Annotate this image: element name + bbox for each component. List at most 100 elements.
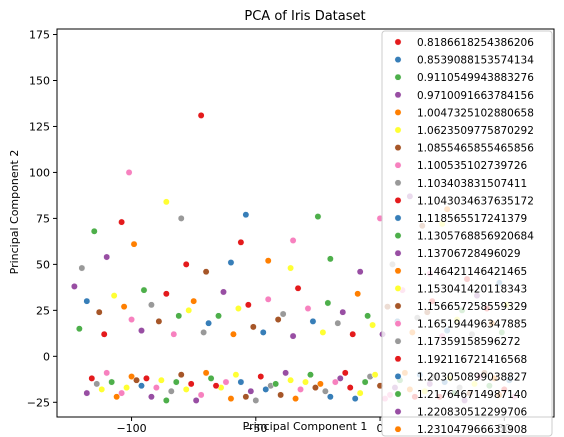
data-point bbox=[242, 393, 250, 401]
data-point bbox=[371, 371, 379, 379]
data-point bbox=[205, 319, 213, 327]
data-point bbox=[356, 389, 364, 397]
data-point bbox=[197, 111, 205, 119]
data-point bbox=[234, 305, 242, 312]
y-tick-label: 75 bbox=[36, 212, 50, 225]
data-point bbox=[274, 316, 282, 323]
data-point bbox=[123, 384, 131, 392]
data-point bbox=[287, 264, 295, 272]
data-point bbox=[98, 385, 106, 393]
data-point bbox=[361, 378, 369, 386]
legend-label: 1.103403831507411 bbox=[417, 178, 527, 190]
data-point bbox=[351, 395, 359, 403]
data-point bbox=[297, 385, 304, 393]
data-point bbox=[319, 328, 327, 336]
legend-marker bbox=[394, 91, 402, 99]
legend-marker bbox=[394, 56, 402, 64]
data-point bbox=[170, 330, 178, 338]
data-point bbox=[177, 371, 185, 379]
data-point bbox=[192, 397, 200, 404]
data-point bbox=[88, 374, 96, 382]
data-point bbox=[346, 384, 354, 392]
legend: 0.8186618254386206 0.8539088153574134 0.91… bbox=[381, 30, 553, 437]
data-point bbox=[128, 373, 136, 380]
data-point bbox=[339, 308, 347, 316]
legend-marker bbox=[394, 390, 402, 398]
data-point bbox=[202, 369, 210, 377]
data-point bbox=[220, 288, 227, 296]
data-point bbox=[83, 297, 91, 305]
data-point bbox=[138, 327, 145, 335]
data-point bbox=[229, 330, 237, 338]
data-point bbox=[202, 268, 210, 276]
data-point bbox=[207, 374, 215, 382]
data-point bbox=[242, 211, 250, 219]
legend-marker bbox=[394, 179, 402, 187]
data-point bbox=[128, 316, 136, 323]
data-point bbox=[292, 395, 300, 403]
data-point bbox=[110, 292, 118, 300]
legend-label: 1.192116721416568 bbox=[417, 354, 527, 366]
legend-marker bbox=[394, 372, 402, 380]
data-point bbox=[302, 378, 309, 386]
x-tick-label: 0 bbox=[377, 422, 384, 435]
legend-marker bbox=[394, 302, 402, 310]
data-point bbox=[237, 378, 245, 386]
y-tick-label: 100 bbox=[29, 166, 50, 179]
legend-label: 0.9110549943883276 bbox=[417, 72, 534, 84]
data-point bbox=[185, 306, 193, 314]
legend-label: 1.165194496347885 bbox=[417, 319, 527, 331]
data-point bbox=[78, 264, 86, 272]
data-point bbox=[143, 374, 150, 382]
data-point bbox=[138, 382, 145, 390]
x-tick-label: −50 bbox=[244, 422, 267, 435]
data-point bbox=[75, 325, 83, 333]
legend-marker bbox=[394, 249, 402, 257]
legend-label: 1.0623509775870292 bbox=[417, 125, 534, 137]
data-point bbox=[349, 330, 357, 338]
data-point bbox=[364, 312, 372, 320]
data-point bbox=[212, 382, 220, 390]
data-point bbox=[262, 385, 270, 393]
data-point bbox=[289, 237, 297, 244]
data-point bbox=[334, 319, 342, 327]
data-point bbox=[279, 310, 287, 318]
legend-label: 1.0047325102880658 bbox=[417, 107, 534, 119]
legend-marker bbox=[394, 232, 402, 240]
legend-label: 0.9710091663784156 bbox=[417, 90, 534, 102]
legend-label: 1.13706728496029 bbox=[417, 248, 521, 260]
data-point bbox=[182, 260, 190, 268]
legend-label: 1.17359158596272 bbox=[417, 336, 521, 348]
data-point bbox=[83, 389, 91, 397]
data-point bbox=[259, 328, 267, 336]
data-point bbox=[108, 378, 116, 386]
data-point bbox=[326, 255, 334, 263]
data-point bbox=[264, 295, 272, 303]
data-point bbox=[321, 387, 329, 395]
data-point bbox=[133, 376, 140, 384]
data-point bbox=[257, 373, 265, 380]
data-point bbox=[304, 305, 312, 312]
data-point bbox=[147, 393, 155, 401]
legend-label: 1.203050899038827 bbox=[417, 371, 527, 383]
data-point bbox=[316, 380, 324, 388]
y-tick-label: 125 bbox=[29, 120, 50, 133]
legend-frame bbox=[381, 30, 553, 437]
data-point bbox=[252, 397, 260, 404]
data-point bbox=[90, 227, 98, 235]
legend-label: 0.8186618254386206 bbox=[417, 37, 534, 49]
legend-label: 1.1043034637635172 bbox=[417, 195, 534, 207]
data-point bbox=[162, 397, 170, 404]
legend-marker bbox=[394, 214, 402, 222]
data-point bbox=[187, 380, 195, 388]
data-point bbox=[152, 384, 160, 392]
legend-marker bbox=[394, 284, 402, 292]
y-axis-label: Principal Component 2 bbox=[8, 150, 21, 275]
y-tick-label: 50 bbox=[36, 258, 50, 271]
data-point bbox=[93, 380, 101, 388]
data-point bbox=[307, 371, 314, 379]
data-point bbox=[167, 387, 175, 395]
data-point bbox=[113, 393, 121, 401]
data-point bbox=[215, 312, 222, 320]
